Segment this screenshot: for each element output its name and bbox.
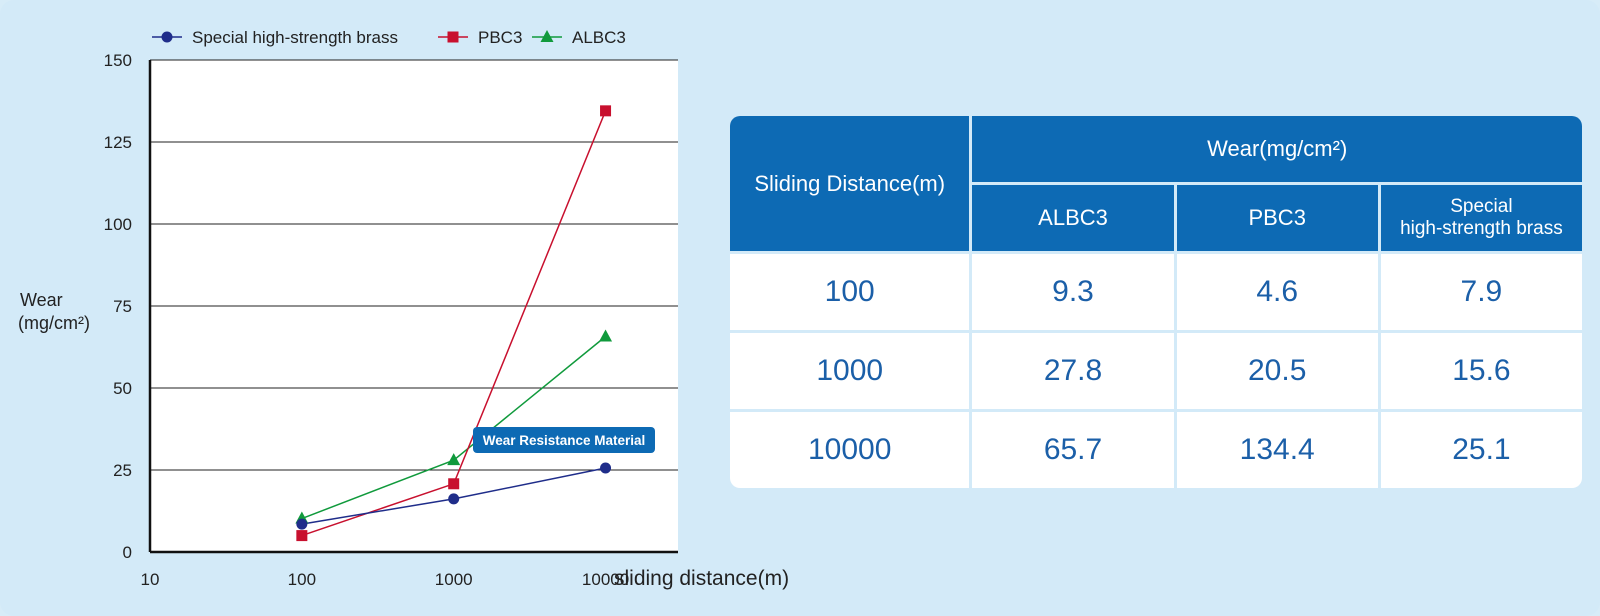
x-tick-label: 1000 [435, 570, 473, 589]
data-point [600, 462, 612, 474]
y-tick-label: 100 [104, 215, 132, 234]
y-tick-label: 125 [104, 133, 132, 152]
x-tick-label: 100 [288, 570, 316, 589]
y-axis-title: Wear [20, 290, 63, 310]
wear-table: Sliding Distance(m) Wear(mg/cm²) ALBC3 P… [730, 116, 1582, 488]
brass-cell: 15.6 [1380, 333, 1582, 412]
table-row: 10000 65.7 134.4 25.1 [730, 412, 1582, 488]
y-tick-label: 50 [113, 379, 132, 398]
albc3-cell: 9.3 [972, 254, 1177, 333]
table-subheader-row: ALBC3 PBC3 Special high-strength brass [730, 185, 1582, 254]
data-point [296, 530, 308, 542]
annotation-badge [473, 427, 655, 453]
table-row: 100 9.3 4.6 7.9 [730, 254, 1582, 333]
y-axis-unit: (mg/cm²) [18, 313, 90, 333]
brass-cell: 7.9 [1380, 254, 1582, 333]
y-tick-label: 75 [113, 297, 132, 316]
brass-column-header: Special high-strength brass [1380, 185, 1582, 254]
table-header-row: Sliding Distance(m) Wear(mg/cm²) [730, 116, 1582, 254]
albc3-cell: 65.7 [972, 412, 1177, 488]
pbc3-cell: 20.5 [1176, 333, 1381, 412]
legend-marker [161, 31, 173, 43]
x-tick-label: 10 [141, 570, 160, 589]
annotation-label: Wear Resistance Material [483, 433, 646, 448]
brass-header-line2: high-strength brass [1400, 218, 1563, 239]
data-point [296, 518, 308, 530]
legend-marker [540, 30, 554, 42]
brass-cell: 25.1 [1452, 433, 1511, 466]
data-point [448, 478, 460, 490]
y-tick-label: 25 [113, 461, 132, 480]
legend-marker [447, 31, 459, 43]
legend-label: ALBC3 [572, 28, 626, 47]
distance-cell: 100 [730, 254, 973, 333]
pbc3-column-header: PBC3 [1176, 185, 1381, 254]
distance-cell: 1000 [730, 333, 973, 412]
table-row: 1000 27.8 20.5 15.6 [730, 333, 1582, 412]
data-point [599, 329, 613, 342]
brass-header-line1: Special [1450, 196, 1513, 217]
data-point [600, 105, 612, 117]
data-point [447, 453, 461, 466]
y-tick-label: 150 [104, 51, 132, 70]
albc3-cell: 27.8 [972, 333, 1177, 412]
y-tick-label: 0 [123, 543, 132, 562]
sliding-distance-header: Sliding Distance(m) [730, 116, 973, 254]
x-tick-label: 10000 [582, 570, 629, 589]
data-point [448, 493, 460, 505]
legend-label: Special high-strength brass [192, 28, 398, 47]
x-axis-title: sliding distance(m) [614, 567, 789, 590]
albc3-column-header: ALBC3 [972, 185, 1177, 254]
pbc3-cell: 134.4 [1177, 412, 1381, 488]
wear-group-header: Wear(mg/cm²) [972, 116, 1582, 185]
legend-label: PBC3 [478, 28, 522, 47]
pbc3-cell: 4.6 [1176, 254, 1381, 333]
distance-cell: 10000 [730, 412, 973, 488]
